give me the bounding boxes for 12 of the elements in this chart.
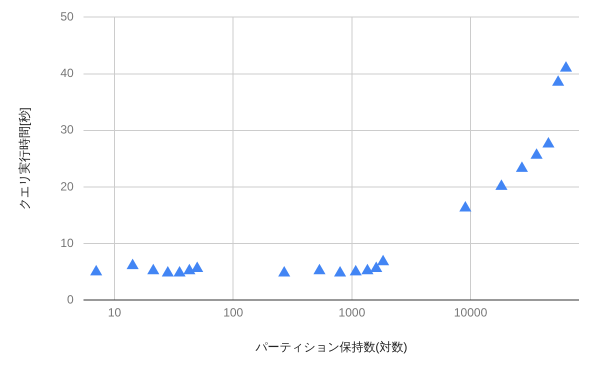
x-axis-title: パーティション保持数(対数) xyxy=(254,340,408,354)
x-tick-label: 10000 xyxy=(454,306,488,320)
x-tick-label: 10 xyxy=(108,306,122,320)
y-tick-label: 10 xyxy=(60,236,74,250)
y-tick-label: 40 xyxy=(60,66,74,80)
y-tick-label: 20 xyxy=(60,179,74,194)
x-tick-label: 100 xyxy=(223,306,244,320)
x-tick-label: 1000 xyxy=(338,306,366,320)
y-tick-label: 30 xyxy=(60,122,74,137)
y-tick-label: 0 xyxy=(67,292,74,307)
y-axis-title: クエリ実行時間[秒] xyxy=(18,107,32,210)
y-tick-label: 50 xyxy=(60,10,74,24)
